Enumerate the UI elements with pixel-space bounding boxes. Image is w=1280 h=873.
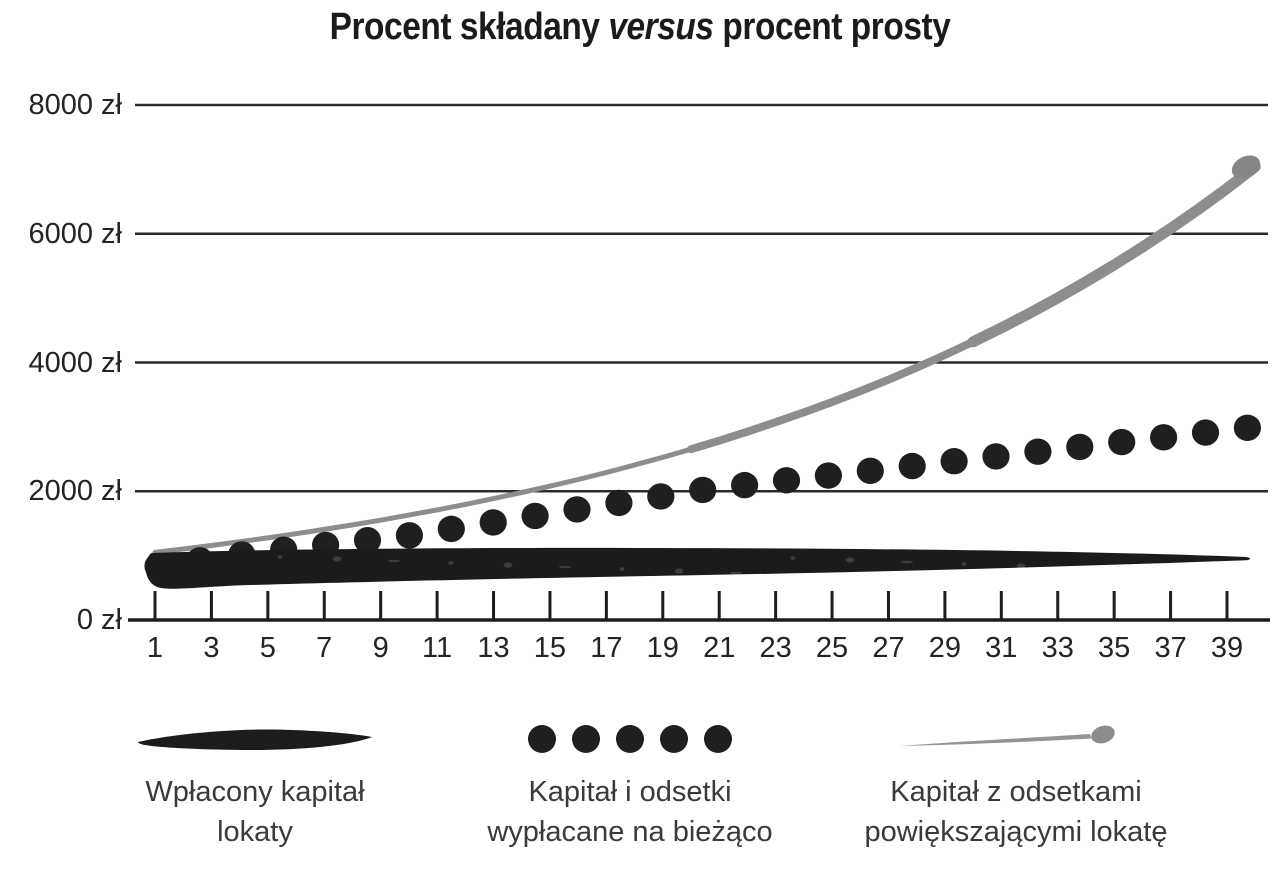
title-text-pre: Procent składany: [329, 6, 609, 48]
legend-item-deposit: Wpłacony kapitał lokaty: [95, 714, 415, 852]
stroke-texture-speckle: [503, 562, 513, 568]
series-simple-dot: [353, 526, 382, 554]
stroke-texture-speckle: [729, 571, 743, 575]
series-simple-dot: [1150, 424, 1178, 451]
stroke-texture-speckle: [277, 555, 283, 559]
x-axis-label: 25: [815, 632, 849, 664]
stroke-texture-speckle: [387, 559, 401, 563]
legend-label-line1: Kapitał i odsetki: [528, 776, 732, 808]
legend-label-line1: Wpłacony kapitał: [145, 776, 365, 808]
x-axis-label: 5: [259, 632, 276, 664]
series-simple-dot: [814, 462, 843, 489]
series-simple-dot: [395, 522, 423, 549]
series-simple-dot: [982, 443, 1010, 470]
series-simple-dot: [898, 452, 926, 480]
chart-title: Procent składany versus procent prosty: [77, 6, 1203, 49]
compound-curve-segment: [967, 161, 1261, 348]
x-axis-label: 17: [590, 632, 623, 664]
x-axis-label: 31: [985, 632, 1018, 664]
x-axis-label: 37: [1154, 632, 1187, 664]
legend-swatch-deposit-brush-icon: [95, 714, 415, 764]
series-simple-dot: [1024, 438, 1052, 465]
x-axis-label: 39: [1210, 632, 1244, 664]
x-axis-label: 23: [759, 632, 792, 664]
series-simple-dot: [689, 476, 717, 504]
series-simple-dot: [940, 448, 968, 475]
legend-label-line1: Kapitał z odsetkami: [890, 776, 1142, 808]
series-simple-dot: [856, 457, 884, 484]
x-axis-label: 1: [146, 632, 164, 664]
compound-curve-segment: [152, 419, 779, 555]
y-axis-label: 8000 zł: [28, 89, 122, 121]
stroke-texture-speckle: [558, 565, 572, 569]
stroke-texture-speckle: [1132, 568, 1138, 572]
legend-swatch-compound-brush-icon: [826, 714, 1206, 764]
x-axis-label: 9: [372, 632, 389, 664]
legend-label-line2: wypłacane na bieżąco: [487, 816, 773, 848]
legend-item-simple-interest: Kapitał i odsetki wypłacane na bieżąco: [450, 714, 810, 852]
stroke-texture-speckle: [332, 556, 342, 562]
series-simple-dot: [1066, 433, 1094, 461]
y-axis-label: 4000 zł: [28, 346, 122, 379]
x-axis-ticks: [153, 591, 1229, 620]
stroke-texture-speckle: [900, 560, 914, 564]
stroke-texture-speckle: [845, 557, 855, 563]
y-axis-label: 0 zł: [76, 604, 122, 636]
stroke-texture-speckle: [790, 556, 796, 560]
series-simple-dot: [772, 467, 801, 494]
series-simple-dot: [1191, 419, 1220, 446]
stroke-texture-speckle: [448, 561, 454, 565]
series-deposit-stroke: [145, 547, 1251, 589]
title-text-versus: versus: [608, 6, 714, 48]
series-simple-dot: [605, 489, 633, 517]
stroke-texture-speckle: [674, 568, 684, 574]
stroke-texture-speckle: [1016, 563, 1026, 569]
series-simple-dot: [1108, 428, 1136, 456]
series-simple-dot: [647, 483, 675, 510]
x-axis-label: 7: [316, 632, 333, 664]
x-axis-label: 13: [477, 632, 510, 664]
series-simple-dot: [479, 509, 507, 536]
x-axis-label: 29: [928, 632, 962, 664]
stroke-texture-speckle: [961, 562, 967, 566]
series-simple-dot: [563, 496, 591, 523]
x-axis-label: 19: [646, 632, 679, 664]
series-compound-end-blob: [1231, 155, 1261, 179]
deposit-brush-shape: [145, 547, 1251, 589]
x-axis-label: 27: [872, 632, 905, 664]
x-axis-label: 3: [203, 632, 220, 664]
series-simple-dot: [521, 502, 549, 530]
y-axis-label: 6000 zł: [28, 217, 122, 250]
series-simple-dot: [731, 471, 759, 499]
x-axis-label: 33: [1041, 632, 1074, 664]
legend-label-line2: powiększającymi lokatę: [864, 816, 1168, 848]
legend-swatch-dots-icon: [450, 714, 810, 764]
x-axis-label: 21: [703, 632, 736, 664]
title-text-post: procent prosty: [713, 6, 951, 48]
stroke-texture-speckle: [1071, 566, 1085, 570]
x-axis-label: 15: [533, 632, 567, 664]
x-axis-label: 11: [422, 632, 453, 664]
legend-item-compound-interest: Kapitał z odsetkami powiększającymi loka…: [826, 714, 1206, 852]
stroke-texture-speckle: [1187, 569, 1197, 575]
series-compound-curve: [152, 161, 1261, 555]
y-axis-label: 2000 zł: [28, 475, 122, 508]
plot-area: [128, 103, 1270, 622]
stroke-texture-speckle: [619, 567, 625, 571]
series-simple-dot: [1233, 414, 1261, 441]
x-axis-label: 35: [1098, 632, 1131, 664]
series-simple-dot: [437, 515, 465, 543]
legend-label-line2: lokaty: [217, 816, 293, 848]
gridlines: [135, 103, 1268, 493]
